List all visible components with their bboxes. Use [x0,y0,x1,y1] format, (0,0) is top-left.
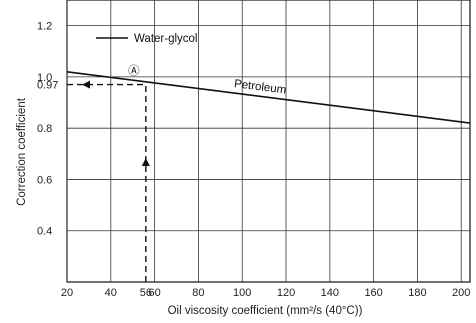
x-tick-label: 80 [192,287,204,299]
x-tick-label: 200 [452,287,470,299]
x-tick-label: 120 [277,287,295,299]
y-tick-label: 1.2 [37,21,52,33]
marker-a-label: Ⓐ [128,65,140,78]
left-arrow-icon [82,80,90,89]
y-tick-label: 0.97 [37,80,58,92]
x-tick-label: 160 [364,287,382,299]
legend-label-water-glycol: Water-glycol [134,33,197,45]
y-tick-label: 0.4 [37,226,52,238]
up-arrow-icon [141,158,150,166]
series-layer: Petroleum [66,70,471,124]
x-tick-label: 40 [105,287,117,299]
x-tick-label: 140 [321,287,339,299]
x-tick-label: 56 [140,287,152,299]
y-tick-label: 0.8 [37,123,52,135]
plot-frame [66,0,471,283]
series-line-petroleum [66,70,471,124]
x-tick-label: 60 [148,287,160,299]
legend: Water-glycol [96,33,197,45]
y-tick-label: 1.0 [37,72,52,84]
x-tick-label: 100 [233,287,251,299]
y-tick-label: 0.6 [37,174,52,186]
grid-lines [66,0,471,283]
x-tick-label: 20 [61,287,73,299]
y-axis-label: Correction coefficient [16,97,28,206]
annotations-layer: Ⓐ [67,65,150,282]
x-axis-label: Oil viscosity coefficient (mm²/s (40°C)) [168,305,363,317]
x-tick-label: 180 [408,287,426,299]
